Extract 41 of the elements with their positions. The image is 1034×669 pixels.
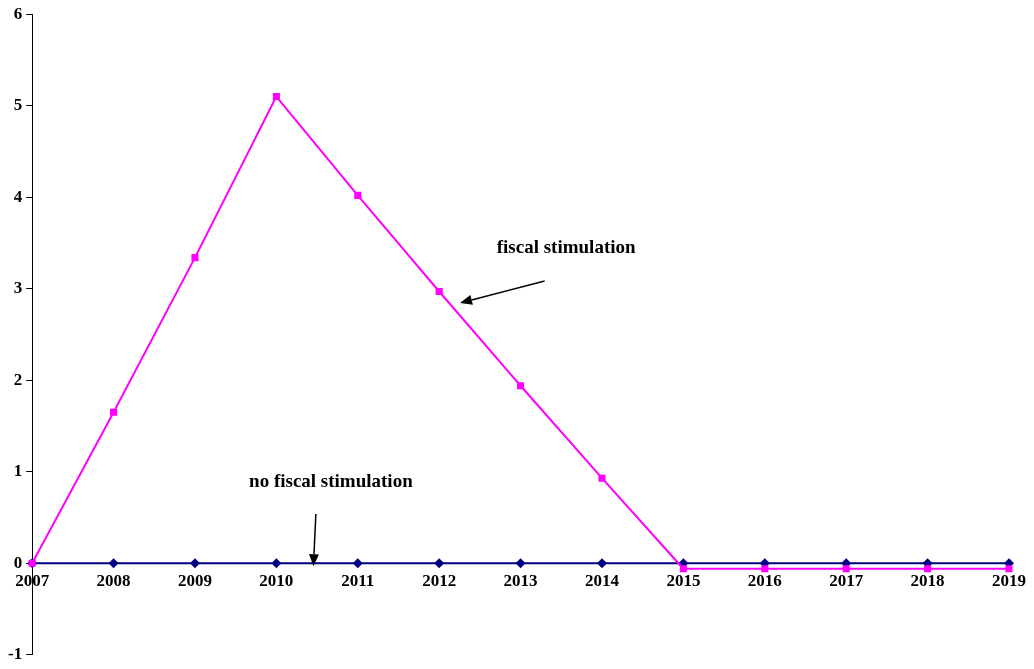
point [761,565,769,573]
x-tick-label: 2019 [992,570,1026,590]
x-tick-label: 2014 [584,570,620,590]
x-tick-label: 2010 [259,570,294,590]
point [842,565,850,573]
point [596,558,607,569]
point [354,191,362,199]
point [434,558,445,569]
point [271,558,282,569]
point [191,254,199,262]
point [110,408,118,416]
point [108,558,119,569]
y-tick-label: 4 [13,186,23,206]
x-tick-label: 2012 [422,570,457,590]
point [352,558,363,569]
y-tick-label: 2 [13,369,23,389]
point [517,382,525,390]
x-tick-label: 2011 [341,570,375,590]
point [924,565,932,573]
point [679,565,687,573]
x-tick-label: 2016 [747,570,782,590]
x-tick-label: 2008 [96,570,131,590]
x-tick-label: 2015 [666,570,701,590]
annotation: no fiscal stimulation [249,469,413,492]
point [272,93,280,101]
y-tick-label: 6 [13,3,23,23]
y-tick-label: -1 [7,644,23,664]
x-tick-label: 2018 [910,570,945,590]
point [515,558,526,569]
x-tick-label: 2013 [503,570,538,590]
point [1005,565,1013,573]
y-tick-label: 3 [13,278,23,298]
x-tick-label: 2009 [177,570,212,590]
y-tick-label: 0 [13,552,23,572]
point [189,558,200,569]
x-tick-label: 2017 [829,570,864,590]
point [598,474,606,482]
y-tick-label: 5 [13,95,23,115]
point [435,287,443,296]
annotation: fiscal stimulation [496,235,636,258]
y-tick-label: 1 [13,461,23,481]
